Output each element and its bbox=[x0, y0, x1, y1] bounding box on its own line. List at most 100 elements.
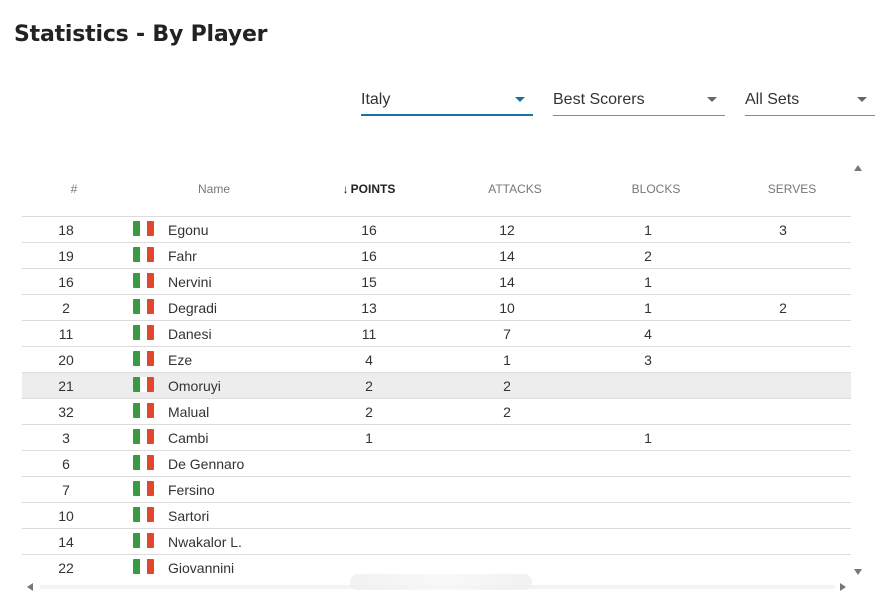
blocks-value: 1 bbox=[644, 430, 652, 446]
player-name: Eze bbox=[168, 352, 193, 368]
table-row[interactable]: 18 Egonu 16 12 1 3 bbox=[22, 217, 851, 243]
scroll-up-icon[interactable] bbox=[854, 165, 862, 171]
stat-type-select[interactable]: Best Scorers bbox=[553, 86, 725, 116]
points-value: 16 bbox=[361, 222, 377, 238]
column-header-name[interactable]: Name bbox=[197, 182, 231, 196]
italy-flag-icon bbox=[133, 533, 154, 548]
column-header-attacks[interactable]: ATTACKS bbox=[488, 182, 542, 196]
table-row[interactable]: 22 Giovannini bbox=[22, 555, 851, 580]
blocks-value: 1 bbox=[644, 300, 652, 316]
attacks-value: 14 bbox=[499, 248, 515, 264]
player-number: 21 bbox=[58, 378, 74, 394]
team-select[interactable]: Italy bbox=[361, 86, 533, 116]
table-row[interactable]: 20 Eze 4 1 3 bbox=[22, 347, 851, 373]
italy-flag-icon bbox=[133, 299, 154, 314]
player-name: Omoruyi bbox=[168, 378, 221, 394]
italy-flag-icon bbox=[133, 455, 154, 470]
points-value: 15 bbox=[361, 274, 377, 290]
table-row[interactable]: 32 Malual 2 2 bbox=[22, 399, 851, 425]
player-name: Giovannini bbox=[168, 560, 235, 576]
column-header-blocks[interactable]: BLOCKS bbox=[631, 182, 681, 196]
player-name: Danesi bbox=[168, 326, 212, 342]
column-header-number[interactable]: # bbox=[70, 182, 78, 196]
sets-select[interactable]: All Sets bbox=[745, 86, 875, 116]
scroll-right-icon[interactable] bbox=[840, 583, 846, 591]
attacks-value: 2 bbox=[503, 404, 511, 420]
page-title: Statistics - By Player bbox=[14, 22, 268, 47]
table-row[interactable]: 3 Cambi 1 1 bbox=[22, 425, 851, 451]
player-number: 18 bbox=[58, 222, 74, 238]
table-row[interactable]: 16 Nervini 15 14 1 bbox=[22, 269, 851, 295]
column-header-points-label: POINTS bbox=[350, 182, 396, 196]
player-number: 16 bbox=[58, 274, 74, 290]
attacks-value: 14 bbox=[499, 274, 515, 290]
blocks-value: 1 bbox=[644, 274, 652, 290]
chevron-down-icon bbox=[515, 97, 525, 102]
player-number: 19 bbox=[58, 248, 74, 264]
table-row[interactable]: 19 Fahr 16 14 2 bbox=[22, 243, 851, 269]
table-row[interactable]: 21 Omoruyi 2 2 bbox=[22, 373, 851, 399]
italy-flag-icon bbox=[133, 429, 154, 444]
table-row[interactable]: 6 De Gennaro bbox=[22, 451, 851, 477]
player-number: 3 bbox=[62, 430, 70, 446]
serves-value: 2 bbox=[779, 300, 787, 316]
blocks-value: 4 bbox=[644, 326, 652, 342]
italy-flag-icon bbox=[133, 559, 154, 574]
table-body: 18 Egonu 16 12 1 3 19 Fahr 16 14 2 16 Nervini 15 14 1 2 D… bbox=[22, 217, 851, 580]
column-header-points[interactable]: ↓ POINTS bbox=[343, 182, 396, 196]
points-value: 1 bbox=[365, 430, 373, 446]
player-name: Degradi bbox=[168, 300, 218, 316]
player-number: 7 bbox=[62, 482, 70, 498]
player-stats-table[interactable]: # Name ↓ POINTS ATTACKS BLOCKS SERVES 18 E… bbox=[22, 168, 851, 580]
points-value: 16 bbox=[361, 248, 377, 264]
points-value: 11 bbox=[361, 326, 377, 342]
table-row[interactable]: 2 Degradi 13 10 1 2 bbox=[22, 295, 851, 321]
player-name: Malual bbox=[168, 404, 210, 420]
attacks-value: 10 bbox=[499, 300, 515, 316]
table-row[interactable]: 10 Sartori bbox=[22, 503, 851, 529]
horizontal-scrollbar-thumb[interactable] bbox=[350, 574, 532, 590]
table-header: # Name ↓ POINTS ATTACKS BLOCKS SERVES bbox=[22, 168, 851, 217]
sort-descending-icon: ↓ bbox=[342, 182, 349, 196]
italy-flag-icon bbox=[133, 325, 154, 340]
player-name: Cambi bbox=[168, 430, 209, 446]
player-number: 11 bbox=[58, 326, 74, 342]
attacks-value: 7 bbox=[503, 326, 511, 342]
player-number: 22 bbox=[58, 560, 74, 576]
player-number: 6 bbox=[62, 456, 70, 472]
italy-flag-icon bbox=[133, 481, 154, 496]
italy-flag-icon bbox=[133, 221, 154, 236]
player-number: 14 bbox=[58, 534, 74, 550]
chevron-down-icon bbox=[707, 97, 717, 102]
blocks-value: 2 bbox=[644, 248, 652, 264]
stat-type-select-value: Best Scorers bbox=[553, 91, 645, 108]
player-name: Fersino bbox=[168, 482, 215, 498]
italy-flag-icon bbox=[133, 403, 154, 418]
player-number: 20 bbox=[58, 352, 74, 368]
table-row[interactable]: 14 Nwakalor L. bbox=[22, 529, 851, 555]
player-number: 32 bbox=[58, 404, 74, 420]
player-name: Nwakalor L. bbox=[168, 534, 242, 550]
attacks-value: 2 bbox=[503, 378, 511, 394]
points-value: 4 bbox=[365, 352, 373, 368]
player-name: Nervini bbox=[168, 274, 212, 290]
scroll-left-icon[interactable] bbox=[27, 583, 33, 591]
column-header-serves[interactable]: SERVES bbox=[767, 182, 817, 196]
serves-value: 3 bbox=[779, 222, 787, 238]
blocks-value: 3 bbox=[644, 352, 652, 368]
chevron-down-icon bbox=[857, 97, 867, 102]
attacks-value: 1 bbox=[503, 352, 511, 368]
italy-flag-icon bbox=[133, 247, 154, 262]
player-name: Egonu bbox=[168, 222, 209, 238]
italy-flag-icon bbox=[133, 351, 154, 366]
player-name: De Gennaro bbox=[168, 456, 245, 472]
player-name: Sartori bbox=[168, 508, 210, 524]
table-row[interactable]: 11 Danesi 11 7 4 bbox=[22, 321, 851, 347]
scroll-down-icon[interactable] bbox=[854, 569, 862, 575]
attacks-value: 12 bbox=[499, 222, 515, 238]
italy-flag-icon bbox=[133, 377, 154, 392]
sets-select-value: All Sets bbox=[745, 91, 800, 108]
team-select-value: Italy bbox=[361, 91, 391, 108]
points-value: 2 bbox=[365, 378, 373, 394]
table-row[interactable]: 7 Fersino bbox=[22, 477, 851, 503]
